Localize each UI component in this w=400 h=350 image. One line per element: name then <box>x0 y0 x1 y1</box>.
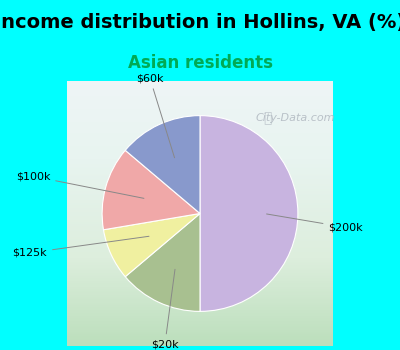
Text: $20k: $20k <box>151 270 179 349</box>
Text: $60k: $60k <box>136 74 174 158</box>
Wedge shape <box>102 150 200 230</box>
Wedge shape <box>125 214 200 312</box>
Text: Income distribution in Hollins, VA (%): Income distribution in Hollins, VA (%) <box>0 13 400 32</box>
Text: $200k: $200k <box>266 214 363 232</box>
Text: $125k: $125k <box>12 236 149 258</box>
Text: City-Data.com: City-Data.com <box>256 113 336 123</box>
Text: Asian residents: Asian residents <box>128 54 272 72</box>
Text: $100k: $100k <box>16 171 144 198</box>
Wedge shape <box>200 116 298 312</box>
Wedge shape <box>104 214 200 277</box>
Text: ⓘ: ⓘ <box>263 111 271 125</box>
Wedge shape <box>125 116 200 214</box>
